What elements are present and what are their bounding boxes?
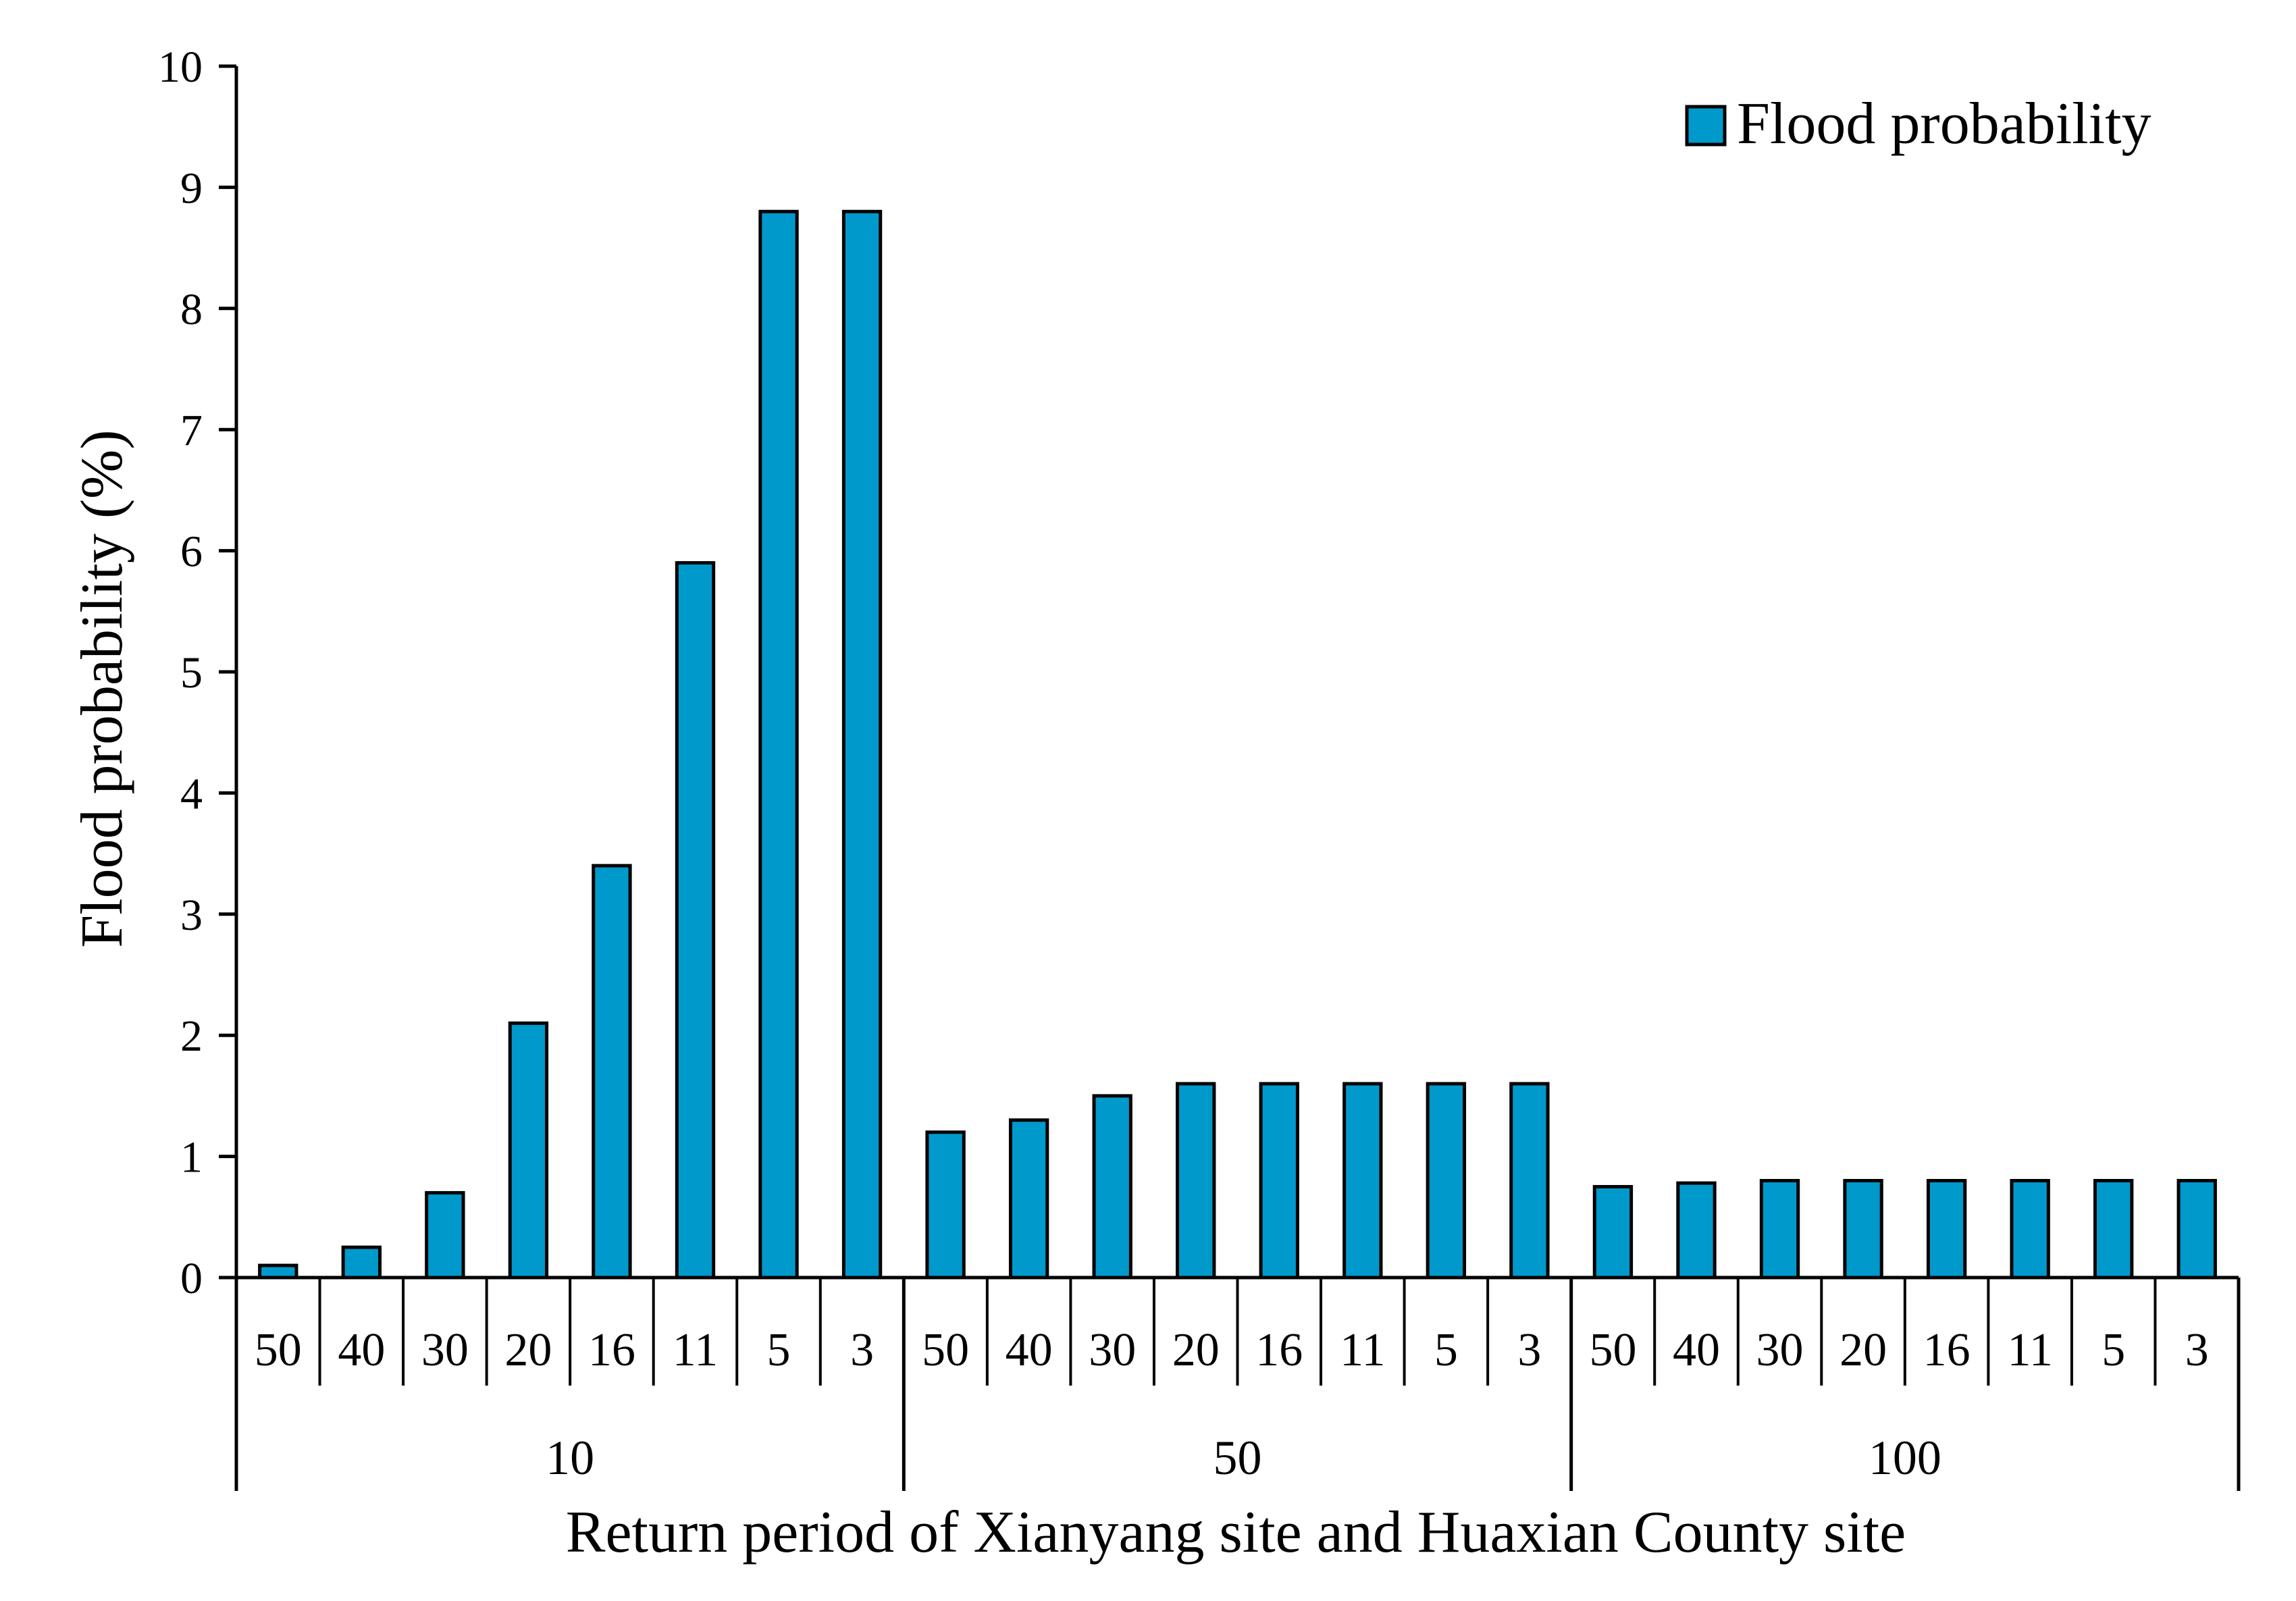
bar	[258, 1263, 298, 1280]
x-category-label: 30	[1089, 1324, 1136, 1376]
x-category-label: 20	[1172, 1324, 1220, 1376]
bar	[1509, 1082, 1550, 1280]
bar	[1426, 1082, 1467, 1280]
x-category-label: 11	[1340, 1324, 1385, 1376]
x-category-label: 16	[1255, 1324, 1303, 1376]
x-categories: 50 40 30 20 16 11 5 3 10 50 40 30 20 16 11 5 3 50 50 40 30 20…	[234, 1278, 2241, 1491]
bar	[1342, 1082, 1383, 1280]
bar	[758, 209, 799, 1280]
y-tick-label: 1	[180, 1133, 203, 1182]
x-category-label: 30	[1756, 1324, 1804, 1376]
x-category-label: 16	[1923, 1324, 1971, 1376]
x-category-label: 5	[2102, 1324, 2125, 1376]
bar	[1259, 1082, 1299, 1280]
bar	[675, 561, 716, 1280]
y-tick-label: 6	[180, 527, 203, 577]
y-axis-title: Flood probability (%)	[70, 429, 135, 947]
bar	[1759, 1178, 1800, 1280]
bar	[341, 1245, 382, 1280]
bar	[508, 1021, 549, 1280]
legend-label: Flood probability	[1737, 91, 2151, 157]
bar	[1592, 1184, 1634, 1280]
x-group-label: 100	[1869, 1431, 1941, 1485]
bar	[425, 1190, 465, 1280]
x-category-label: 50	[255, 1324, 302, 1376]
y-tick-label: 5	[180, 648, 203, 698]
x-axis-title: Return period of Xianyang site and Huaxi…	[566, 1500, 1906, 1565]
x-category-label: 40	[338, 1324, 385, 1376]
bar	[1843, 1178, 1883, 1280]
bar	[1176, 1082, 1216, 1280]
bar	[1008, 1118, 1049, 1280]
x-category-label: 20	[504, 1324, 552, 1376]
bar	[2176, 1178, 2217, 1280]
x-category-label: 40	[1673, 1324, 1720, 1376]
y-ticks: 0 1 2 3 4 5 6 7 8 9 10	[158, 43, 236, 1303]
bar	[1092, 1094, 1132, 1280]
x-category-label: 5	[767, 1324, 791, 1376]
x-category-label: 20	[1840, 1324, 1887, 1376]
y-tick-label: 2	[180, 1012, 203, 1061]
x-category-label: 3	[2185, 1324, 2209, 1376]
bar	[2093, 1178, 2134, 1280]
y-tick-label: 7	[180, 406, 203, 455]
x-category-label: 11	[2007, 1324, 2052, 1376]
y-tick-label: 8	[180, 285, 203, 334]
x-group-label: 10	[546, 1431, 594, 1485]
x-category-label: 30	[421, 1324, 469, 1376]
x-category-label: 11	[673, 1324, 718, 1376]
x-category-label: 3	[1517, 1324, 1541, 1376]
legend: Flood probability	[1685, 91, 2151, 157]
bars-layer	[258, 209, 2217, 1280]
x-category-label: 5	[1434, 1324, 1458, 1376]
bar	[1676, 1181, 1717, 1280]
legend-swatch	[1685, 105, 1727, 147]
bar	[1926, 1178, 1967, 1280]
x-category-label: 50	[1589, 1324, 1636, 1376]
y-tick-label: 3	[180, 891, 203, 940]
x-category-label: 40	[1006, 1324, 1053, 1376]
y-tick-label: 9	[180, 163, 203, 213]
y-tick-label: 0	[180, 1254, 203, 1303]
bar	[2010, 1178, 2050, 1280]
x-category-label: 50	[922, 1324, 969, 1376]
y-tick-label: 4	[180, 769, 203, 818]
bar	[841, 209, 883, 1280]
x-category-label: 3	[850, 1324, 874, 1376]
x-category-label: 16	[588, 1324, 635, 1376]
x-group-label: 50	[1214, 1431, 1262, 1485]
bar	[925, 1130, 966, 1280]
bar	[592, 864, 632, 1280]
y-tick-label: 10	[158, 43, 203, 92]
